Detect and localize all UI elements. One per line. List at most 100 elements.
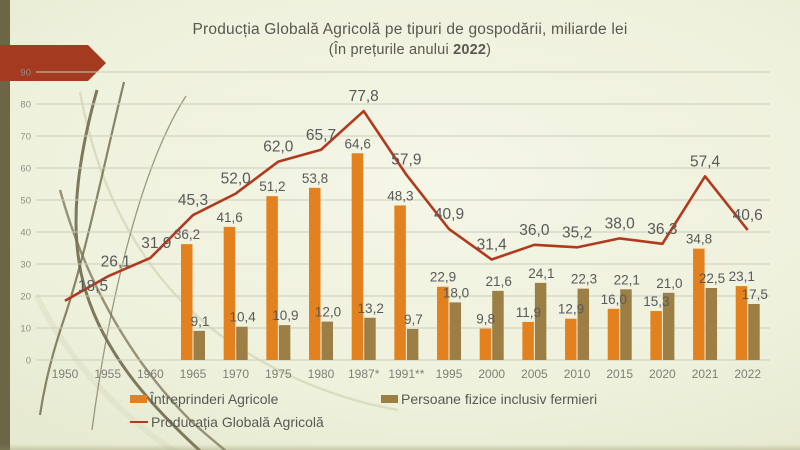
y-tick-label: 80	[20, 100, 31, 111]
bar-intreprinderi	[437, 286, 449, 360]
line-value-label: 35,2	[562, 224, 592, 241]
legend-label: Producația Globală Agricolă	[151, 414, 324, 430]
line-value-label: 26,1	[101, 253, 131, 270]
line-value-label: 57,9	[391, 152, 421, 169]
bar-persoane-fizice	[278, 325, 291, 360]
line-value-label: 40,6	[733, 207, 763, 224]
x-tick-label: 2021	[692, 367, 719, 381]
y-tick-label: 90	[20, 68, 31, 79]
bar-intreprinderi	[650, 311, 662, 360]
bar-value-label: 34,8	[686, 232, 712, 247]
bar-persoane-fizice	[748, 304, 760, 360]
bar-value-label: 23,1	[729, 269, 755, 284]
bar-value-label: 12,9	[558, 302, 584, 317]
bar-value-label: 16,0	[601, 292, 627, 307]
y-tick-label: 20	[20, 292, 31, 303]
bar-value-label: 22,9	[430, 270, 456, 285]
x-tick-label: 1950	[52, 367, 79, 381]
x-tick-label: 1965	[180, 367, 207, 381]
bar-intreprinderi	[351, 153, 364, 360]
decorative-thin-line	[91, 95, 187, 431]
x-tick-label: 1980	[308, 367, 335, 381]
bar-persoane-fizice	[449, 302, 462, 360]
bar-value-label: 9,1	[191, 314, 210, 329]
x-tick-label: 1987*	[348, 367, 380, 381]
x-tick-label: 2005	[521, 367, 548, 381]
line-value-label: 31,9	[141, 235, 171, 252]
line-value-label: 62,0	[263, 139, 294, 156]
line-value-label: 65,7	[306, 127, 336, 144]
title-line1: Producția Globală Agricolă pe tipuri de …	[192, 21, 628, 38]
x-tick-label: 2022	[734, 367, 761, 381]
line-value-label: 40,9	[434, 206, 464, 223]
bar-value-label: 22,3	[571, 272, 597, 287]
bar-value-label: 10,4	[230, 310, 257, 325]
bar-persoane-fizice	[236, 326, 248, 360]
x-tick-label: 2010	[564, 367, 591, 381]
x-tick-label: 1960	[137, 367, 164, 381]
bar-value-label: 15,3	[643, 294, 669, 309]
bar-value-label: 11,9	[516, 305, 541, 320]
bars	[181, 153, 760, 360]
bar-value-label: 21,0	[656, 276, 682, 291]
bar-value-labels: 36,2 41,6 51,2 53,8 64,6 48,3 22,9 9,8 11,9 12,9 1…	[174, 136, 768, 329]
bar-persoane-fizice	[662, 292, 675, 360]
bar-value-label: 64,6	[345, 136, 371, 151]
bar-intreprinderi	[266, 196, 278, 360]
bar-intreprinderi	[693, 248, 705, 360]
line-value-label: 36,0	[519, 222, 550, 239]
bar-intreprinderi	[223, 226, 236, 360]
x-tick-label: 1975	[265, 367, 292, 381]
line-value-label: 31,4	[477, 237, 508, 254]
bar-value-label: 9,7	[404, 312, 423, 327]
bar-value-label: 9,8	[476, 312, 495, 327]
title-year: 2022	[453, 42, 487, 58]
bar-value-label: 12,0	[315, 305, 341, 320]
bar-intreprinderi	[181, 244, 193, 360]
bar-value-label: 22,5	[699, 271, 725, 286]
bar-persoane-fizice	[492, 290, 504, 360]
bar-persoane-fizice	[193, 330, 206, 360]
left-accent-bar	[0, 0, 10, 450]
bar-intreprinderi	[607, 308, 620, 360]
bar-value-label: 13,2	[358, 301, 384, 316]
slide-title: Producția Globală Agricolă pe tipuri de …	[60, 20, 760, 60]
line-value-label: 38,0	[605, 215, 636, 232]
legend-marker-orange-square-icon	[130, 395, 147, 403]
legend-item-productia-globala: Producația Globală Agricolă	[130, 414, 324, 430]
decorative-light-arc	[33, 293, 179, 450]
legend-item-intreprinderi: Întreprinderi Agricole	[130, 391, 278, 407]
bar-persoane-fizice	[705, 288, 718, 360]
x-tick-label: 1970	[222, 367, 249, 381]
line-value-label: 52,0	[221, 171, 252, 188]
x-tick-label: 1995	[436, 367, 463, 381]
bar-persoane-fizice	[364, 317, 376, 360]
x-tick-label: 1991**	[388, 367, 424, 381]
bar-value-label: 41,6	[217, 210, 243, 225]
bar-intreprinderi	[394, 205, 406, 360]
line-value-label: 57,4	[690, 153, 721, 170]
bar-value-label: 18,0	[443, 285, 469, 300]
x-tick-label: 2020	[649, 367, 676, 381]
bar-value-label: 10,9	[272, 308, 298, 323]
line-value-label: 77,8	[349, 88, 379, 105]
x-tick-label: 2015	[606, 367, 633, 381]
bar-intreprinderi	[309, 187, 321, 360]
bar-persoane-fizice	[534, 282, 547, 360]
legend-label: Persoane fizice inclusiv fermieri	[401, 391, 598, 407]
y-tick-label: 60	[20, 164, 31, 175]
y-tick-label: 30	[20, 260, 31, 271]
bar-value-label: 21,6	[486, 274, 512, 289]
decorative-dark-swoosh	[74, 89, 202, 450]
x-axis-labels: 1950 1955 1960 1965 1970 1975 1980 1987* 1991** 1…	[52, 367, 762, 381]
bar-value-label: 48,3	[387, 188, 413, 203]
bar-value-label: 36,2	[174, 227, 200, 242]
legend-label: Întreprinderi Agricole	[150, 391, 279, 407]
line-value-label: 45,3	[178, 192, 208, 209]
x-tick-label: 1955	[94, 367, 121, 381]
y-axis-labels: 0 10 20 30 40 50 60 70 80 90	[20, 68, 31, 367]
title-line2: (În prețurile anului 2022)	[328, 42, 492, 58]
